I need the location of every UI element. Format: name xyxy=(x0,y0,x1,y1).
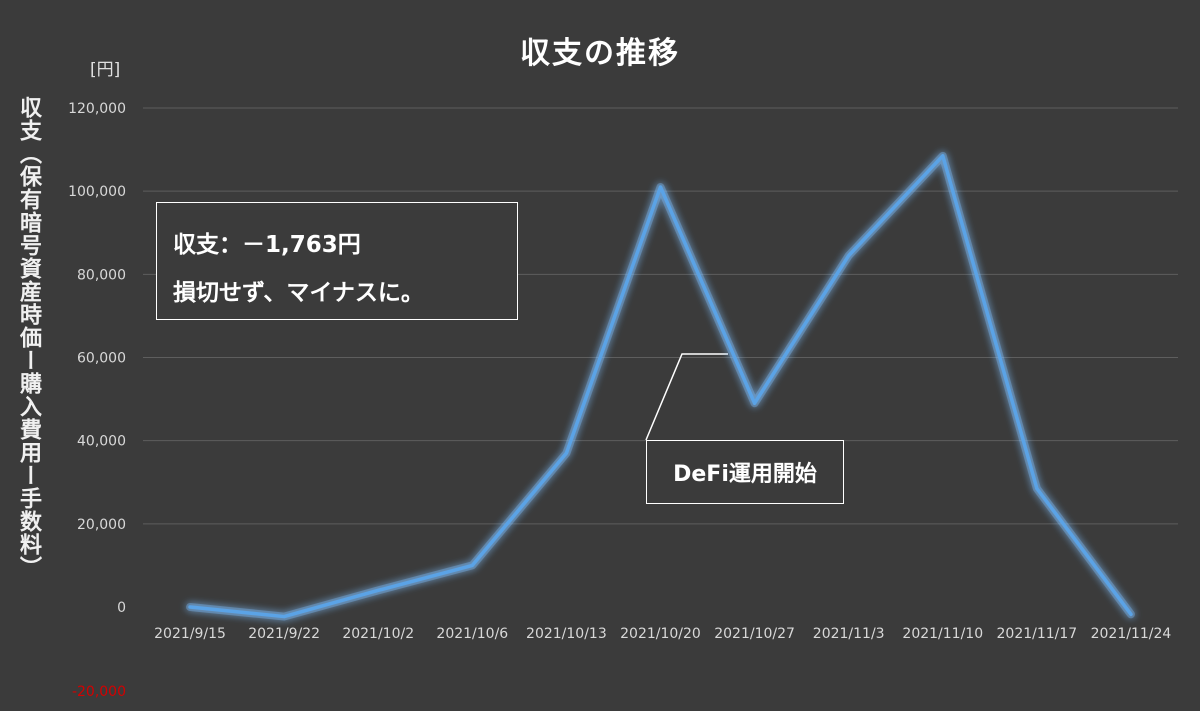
x-tick-label: 2021/9/15 xyxy=(154,626,226,642)
data-point xyxy=(1035,486,1039,490)
x-tick-label: 2021/10/27 xyxy=(714,626,795,642)
y-tick-label: 60,000 xyxy=(77,351,126,367)
y-tick-label: -20,000 xyxy=(72,684,126,700)
callout-leader xyxy=(645,353,728,441)
data-point xyxy=(941,154,945,158)
summary-note-line-2: 損切せず、マイナスに。 xyxy=(173,280,424,306)
data-point xyxy=(659,185,662,189)
y-tick-labels: -20,000 0 20,000 40,000 60,000 80,000 100,000 1… xyxy=(68,101,126,700)
x-tick-label: 2021/11/17 xyxy=(997,626,1078,642)
y-tick-label: 40,000 xyxy=(77,434,126,450)
x-tick-label: 2021/11/3 xyxy=(813,626,885,642)
data-point xyxy=(847,254,851,258)
x-tick-label: 2021/10/6 xyxy=(436,626,508,642)
y-tick-label: 100,000 xyxy=(68,184,126,200)
summary-note-line-1: 収支：－1,763円 xyxy=(173,232,361,258)
y-axis-label: 収支（保有暗号資産時価ー購入費用ー手数料） xyxy=(16,96,41,579)
data-point xyxy=(1129,612,1133,616)
data-point xyxy=(282,615,286,619)
data-point xyxy=(188,605,192,609)
summary-note-box: 収支：－1,763円 損切せず、マイナスに。 xyxy=(156,202,518,320)
y-tick-label: 120,000 xyxy=(68,101,126,117)
x-tick-label: 2021/9/22 xyxy=(248,626,320,642)
x-tick-label: 2021/11/24 xyxy=(1091,626,1172,642)
x-tick-label: 2021/10/20 xyxy=(620,626,701,642)
callout-leader-line xyxy=(645,353,728,441)
x-tick-label: 2021/10/2 xyxy=(342,626,414,642)
y-tick-label: 20,000 xyxy=(77,517,126,533)
data-point xyxy=(753,401,757,405)
data-point xyxy=(376,588,380,592)
data-point xyxy=(470,563,474,567)
defi-callout-box: DeFi運用開始 xyxy=(646,440,844,504)
y-tick-label: 80,000 xyxy=(77,267,126,283)
series-group xyxy=(186,151,1135,621)
data-point xyxy=(564,451,568,455)
y-tick-label: 0 xyxy=(117,600,126,616)
unit-label: [円] xyxy=(90,60,121,80)
x-tick-labels: 2021/9/15 2021/9/22 2021/10/2 2021/10/6 2021… xyxy=(154,626,1171,642)
chart-title: 収支の推移 xyxy=(520,36,680,71)
x-tick-label: 2021/10/13 xyxy=(526,626,607,642)
x-tick-label: 2021/11/10 xyxy=(902,626,983,642)
